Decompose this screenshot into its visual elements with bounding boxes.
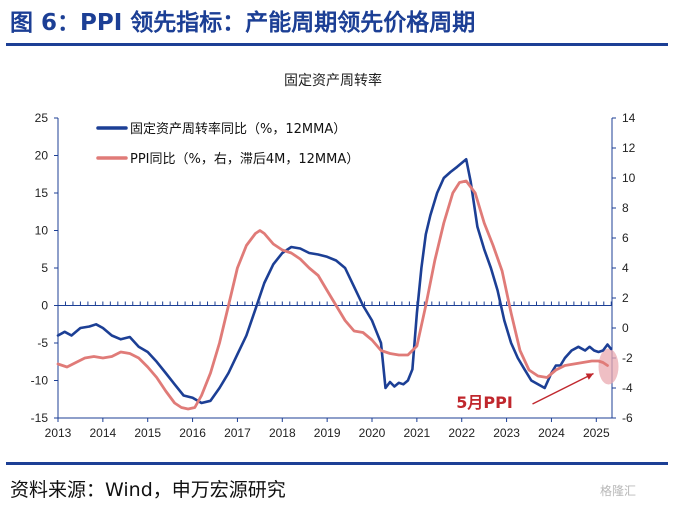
watermark: 格隆汇	[600, 484, 637, 498]
x-tick-label: 2023	[493, 426, 520, 440]
right-tick-label: 12	[622, 141, 636, 155]
annotation-layer: 5月PPI	[456, 372, 594, 412]
figure-title: 图 6：PPI 领先指标：产能周期领先价格周期	[10, 10, 476, 36]
x-tick-label: 2018	[269, 426, 296, 440]
right-y-axis: -6 -4 -2 0 2 4 6 8 10 12 14	[611, 111, 636, 425]
left-tick-label: 5	[41, 261, 48, 275]
source-rule	[6, 462, 668, 465]
left-tick-label: -15	[31, 411, 49, 425]
legend: 固定资产周转率同比（%，12MMA） PPI同比（%，右，滞后4M，12MMA）	[96, 121, 359, 167]
title-rule	[6, 43, 668, 46]
right-tick-label: -2	[622, 351, 633, 365]
ppi-line	[56, 179, 609, 411]
legend-label: PPI同比（%，右，滞后4M，12MMA）	[130, 152, 359, 167]
right-tick-label: -4	[622, 381, 633, 395]
annotation-label: 5月PPI	[456, 393, 513, 412]
x-tick-label: 2019	[314, 426, 341, 440]
x-tick-label: 2016	[179, 426, 206, 440]
annotation-arrow-line	[532, 372, 594, 405]
fixed-asset-turnover-line	[56, 158, 613, 405]
right-tick-label: 4	[622, 261, 629, 275]
right-tick-label: 6	[622, 231, 629, 245]
right-tick-label: 8	[622, 201, 629, 215]
left-tick-label: -5	[37, 336, 48, 350]
x-tick-label: 2025	[583, 426, 610, 440]
x-tick-label: 2015	[134, 426, 161, 440]
left-tick-label: 20	[35, 149, 49, 163]
highlight-ellipse	[598, 348, 619, 385]
annotation-arrow-head	[585, 373, 594, 380]
series-layer	[56, 158, 613, 411]
left-tick-label: 10	[35, 224, 49, 238]
x-tick-label: 2020	[359, 426, 386, 440]
right-tick-label: 10	[622, 171, 636, 185]
right-tick-label: 2	[622, 291, 629, 305]
source-note: 资料来源：Wind，申万宏源研究	[10, 479, 286, 501]
chart-title: 固定资产周转率	[284, 72, 382, 89]
x-tick-label: 2017	[224, 426, 251, 440]
right-tick-label: 14	[622, 111, 636, 125]
right-tick-label: -6	[622, 411, 633, 425]
left-y-axis: -15 -10 -5 0 5 10 15 20 25	[31, 111, 59, 425]
x-axis: 2013 2014 2015 2016 2017 2018 2019 2020 2021 2022…	[45, 301, 612, 440]
left-tick-label: 15	[35, 186, 49, 200]
x-tick-label: 2024	[538, 426, 565, 440]
x-tick-label: 2022	[448, 426, 475, 440]
legend-label: 固定资产周转率同比（%，12MMA）	[130, 121, 346, 137]
left-tick-label: -10	[31, 374, 49, 388]
left-tick-label: 0	[41, 299, 48, 313]
latest-value-highlight	[598, 348, 619, 385]
left-tick-label: 25	[35, 111, 49, 125]
x-tick-label: 2014	[90, 426, 117, 440]
right-tick-label: 0	[622, 321, 629, 335]
x-tick-label: 2013	[45, 426, 72, 440]
x-tick-label: 2021	[404, 426, 431, 440]
